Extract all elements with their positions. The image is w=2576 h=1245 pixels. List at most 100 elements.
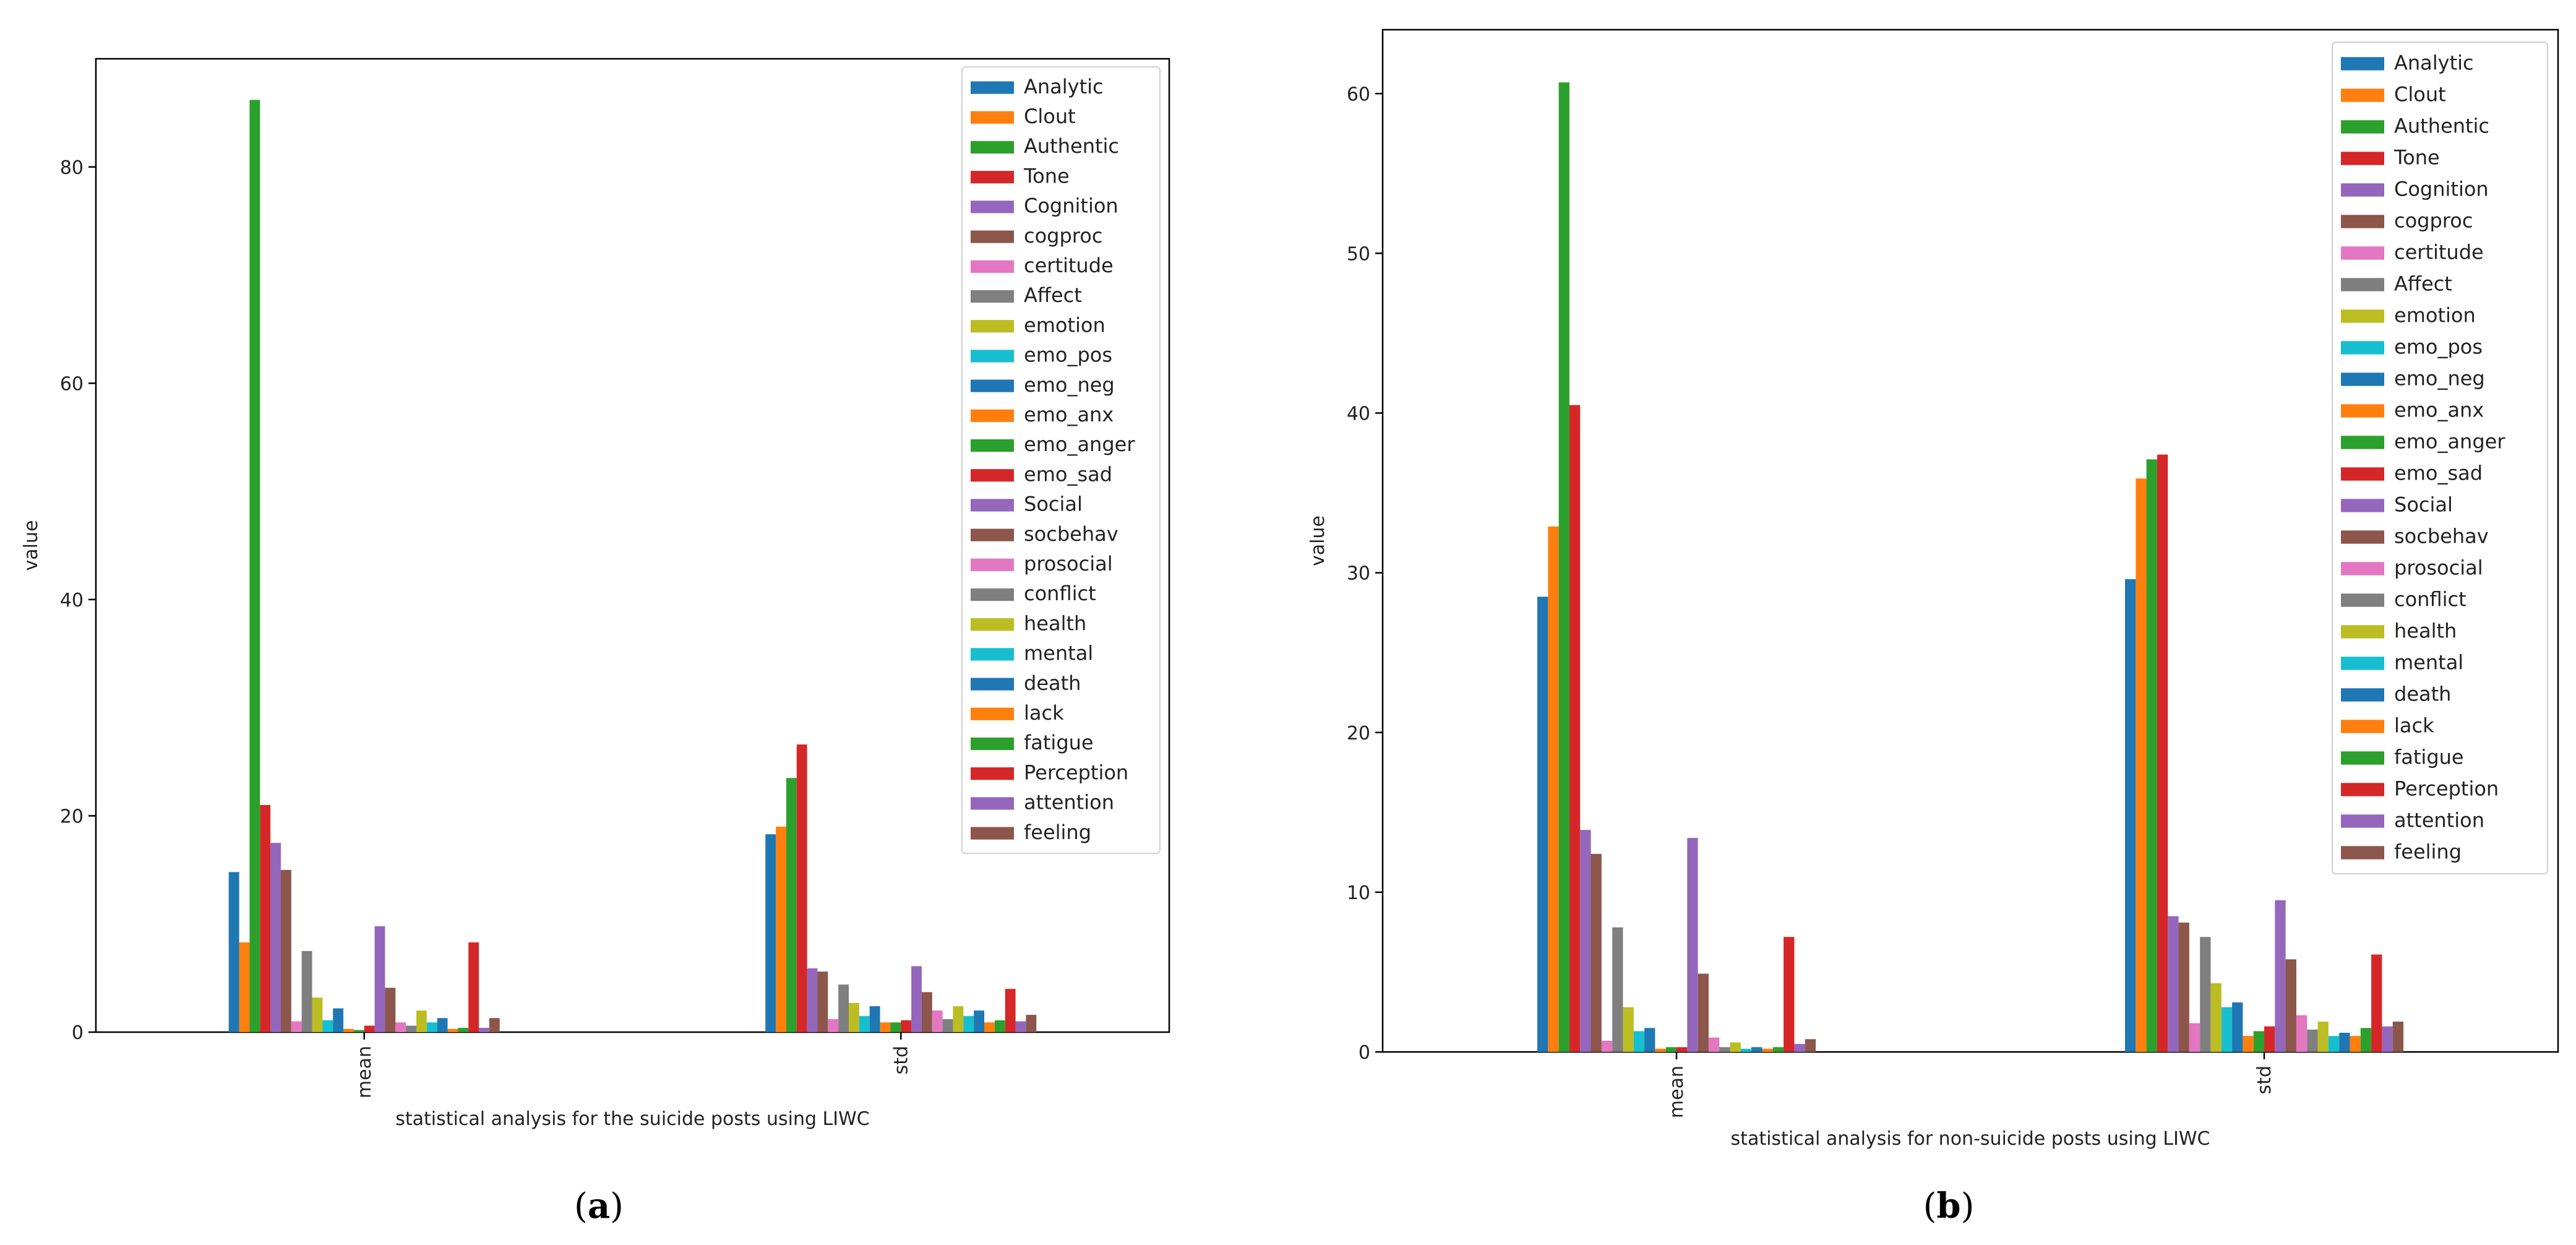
bar-emo_neg-std (2232, 1002, 2243, 1052)
bar-analytic-mean (1537, 597, 1548, 1052)
bar-feeling-std (2392, 1021, 2403, 1052)
y-axis-label: value (1307, 515, 1329, 566)
legend-swatch-social (2341, 499, 2384, 512)
y-tick-label: 20 (1347, 723, 1370, 744)
legend-swatch-social (971, 499, 1014, 512)
legend-label-cognition: Cognition (1024, 194, 1118, 218)
legend-label-emo_anger: emo_anger (1024, 433, 1135, 456)
bar-emotion-std (849, 1002, 859, 1032)
bar-certitude-mean (291, 1021, 302, 1032)
legend-swatch-clout (971, 111, 1014, 124)
bar-emo_anx-std (880, 1022, 891, 1032)
legend-label-mental: mental (1024, 642, 1093, 665)
legend-swatch-feeling (971, 827, 1014, 840)
bar-certitude-mean (1601, 1040, 1613, 1052)
legend-label-cognition: Cognition (2394, 178, 2489, 201)
legend-swatch-fatigue (971, 737, 1014, 751)
bar-mental-std (963, 1015, 974, 1032)
bar-health-mean (1730, 1042, 1741, 1052)
bar-emotion-mean (1623, 1007, 1634, 1052)
bar-mental-mean (426, 1022, 437, 1032)
bar-emo_anx-mean (343, 1028, 354, 1032)
bar-feeling-mean (489, 1018, 500, 1032)
bar-socbehav-mean (385, 988, 396, 1032)
bar-clout-std (776, 826, 786, 1032)
bar-prosocial-std (2296, 1015, 2308, 1052)
bar-emo_neg-mean (333, 1008, 344, 1032)
legend-swatch-lack (2341, 720, 2384, 733)
bar-prosocial-std (932, 1010, 943, 1032)
bar-social-std (911, 966, 922, 1032)
legend-label-health: health (2394, 619, 2457, 643)
bar-emotion-mean (312, 997, 323, 1032)
y-tick-label: 10 (1347, 882, 1370, 904)
bar-attention-std (2382, 1026, 2393, 1052)
legend-label-prosocial: prosocial (1024, 552, 1113, 575)
legend-swatch-socbehav (971, 528, 1014, 541)
bar-tone-std (2157, 454, 2168, 1052)
bar-cognition-mean (1580, 830, 1591, 1052)
legend-swatch-perception (971, 767, 1014, 780)
bar-socbehav-std (921, 992, 932, 1032)
y-tick-label: 80 (60, 157, 84, 179)
bar-cogproc-std (817, 971, 828, 1032)
x-axis-label: statistical analysis for the suicide pos… (395, 1108, 869, 1130)
legend-label-emo_neg: emo_neg (2394, 367, 2485, 390)
bar-emo_anger-std (2253, 1031, 2264, 1052)
bar-affect-std (2200, 937, 2211, 1052)
bar-social-std (2275, 900, 2286, 1052)
legend-swatch-mental (2341, 657, 2384, 670)
bar-perception-std (2371, 954, 2382, 1052)
bar-death-std (974, 1010, 985, 1032)
legend-label-socbehav: socbehav (2394, 525, 2489, 548)
bar-emo_neg-std (869, 1006, 880, 1032)
legend-label-emo_pos: emo_pos (2394, 335, 2483, 359)
bar-lack-mean (1762, 1048, 1773, 1052)
legend-swatch-feeling (2341, 846, 2384, 859)
bar-fatigue-mean (1772, 1047, 1784, 1052)
legend-label-emo_sad: emo_sad (1024, 462, 1112, 486)
legend-swatch-fatigue (2341, 751, 2384, 765)
legend-label-feeling: feeling (1024, 821, 1091, 844)
bar-emo_anger-mean (1665, 1047, 1677, 1052)
legend-swatch-certitude (2341, 246, 2384, 260)
panel-b-label: b (1936, 1186, 1960, 1226)
bar-authentic-std (2146, 459, 2157, 1052)
legend-swatch-conflict (2341, 593, 2384, 607)
bar-emotion-std (2210, 983, 2222, 1052)
legend-swatch-cognition (971, 200, 1014, 213)
y-tick-label: 40 (60, 590, 84, 611)
bar-cognition-std (2168, 916, 2179, 1052)
legend-label-authentic: Authentic (2394, 114, 2489, 138)
legend-swatch-cogproc (2341, 215, 2384, 228)
bar-emo_anx-mean (1655, 1048, 1666, 1052)
legend-swatch-emo_anger (2341, 436, 2384, 449)
legend-swatch-attention (971, 797, 1014, 810)
legend-label-emo_sad: emo_sad (2394, 462, 2483, 485)
legend-label-conflict: conflict (1024, 582, 1096, 605)
bar-analytic-std (2125, 579, 2136, 1052)
bar-emo_pos-std (859, 1015, 870, 1032)
legend-label-social: Social (2394, 493, 2453, 517)
bar-affect-std (838, 984, 849, 1032)
legend-swatch-emo_neg (2341, 373, 2384, 386)
y-axis-label: value (20, 520, 42, 571)
legend-label-mental: mental (2394, 651, 2463, 674)
bar-cogproc-std (2178, 922, 2189, 1052)
bar-emo_anx-std (2243, 1036, 2254, 1052)
y-tick-label: 60 (1347, 84, 1370, 105)
legend-label-conflict: conflict (2394, 588, 2467, 611)
plot-frame (95, 58, 1170, 1033)
bar-emo_neg-mean (1644, 1028, 1655, 1052)
bar-social-mean (1687, 838, 1698, 1052)
bar-perception-mean (468, 942, 479, 1032)
bar-lack-mean (447, 1028, 458, 1032)
bar-emo_pos-std (2221, 1007, 2233, 1052)
bar-cognition-std (807, 968, 818, 1032)
bar-clout-mean (239, 942, 250, 1032)
bar-emo_pos-mean (322, 1020, 333, 1032)
legend-swatch-perception (2341, 783, 2384, 796)
panel-b-caption: (b) (1923, 1186, 1975, 1226)
legend-swatch-analytic (971, 81, 1014, 94)
